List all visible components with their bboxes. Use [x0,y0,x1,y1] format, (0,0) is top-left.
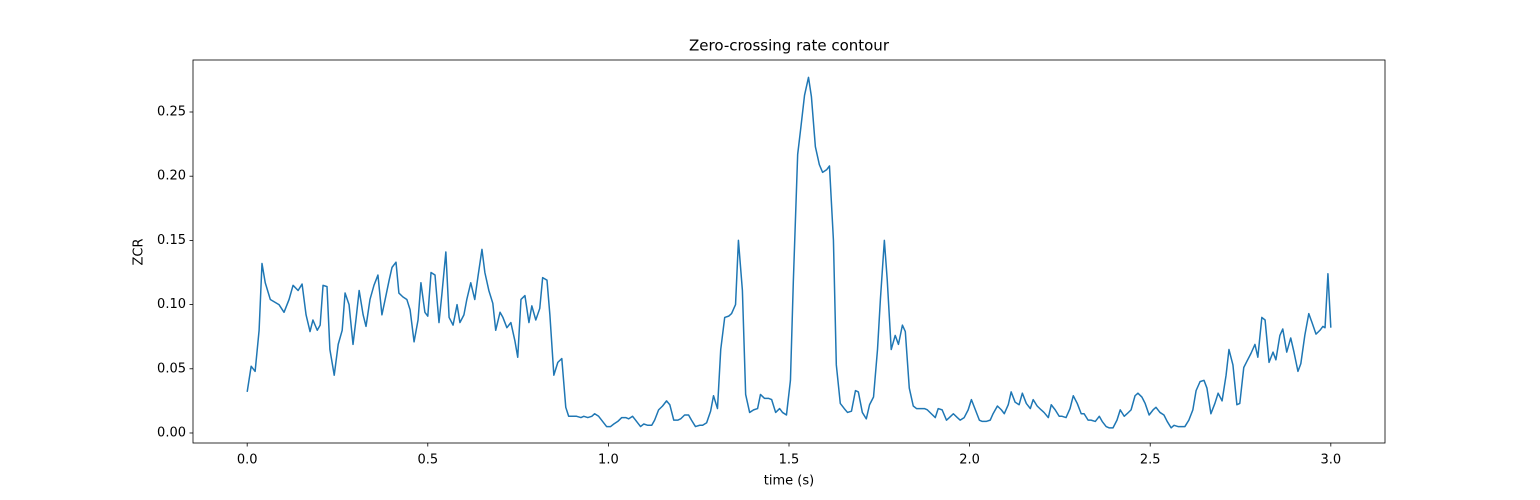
x-tick-label: 1.5 [779,453,800,468]
y-tick-label: 0.00 [157,425,186,440]
y-tick-label: 0.05 [157,361,186,376]
x-tick-label: 2.5 [1140,453,1161,468]
data-line [246,76,1332,429]
x-tick-label: 2.0 [959,453,980,468]
y-tick-label: 0.25 [157,104,186,119]
plot-frame [192,59,1386,444]
x-tick-label: 1.0 [598,453,619,468]
y-tick-label: 0.15 [157,233,186,248]
y-axis-label: ZCR [132,238,147,265]
chart-title: Zero-crossing rate contour [689,37,890,55]
y-tick-label: 0.10 [157,297,186,312]
y-tick-label: 0.20 [157,169,186,184]
x-tick-label: 0.0 [237,453,258,468]
x-axis-label: time (s) [764,474,814,489]
x-tick-label: 3.0 [1320,453,1341,468]
x-tick-label: 0.5 [417,453,438,468]
